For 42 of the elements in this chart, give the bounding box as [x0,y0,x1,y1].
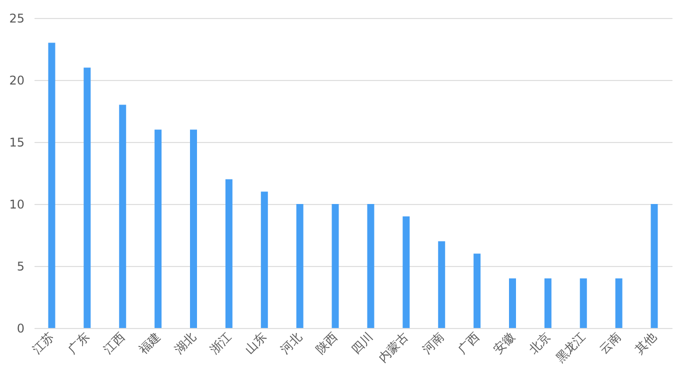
bar [544,278,552,328]
y-tick-label: 20 [9,74,24,88]
bar [190,130,197,328]
x-tick-label: 湖北 [172,330,198,356]
bar [615,278,622,328]
bar [84,68,91,328]
x-tick-label: 其他 [632,330,660,356]
bar [650,204,658,328]
x-tick-label: 广西 [455,330,482,356]
y-tick-label: 0 [16,322,24,336]
bar [367,204,374,328]
x-tick-label: 内蒙古 [376,330,412,365]
x-tick-label: 广东 [65,330,92,356]
x-tick-label: 浙江 [207,330,234,356]
bar [438,241,446,328]
bar [580,278,587,328]
bar [332,204,339,328]
bar [48,42,56,328]
y-tick-label: 25 [9,12,24,26]
x-tick-label: 河南 [420,330,447,356]
x-tick-label: 山东 [242,330,270,356]
x-tick-label: 云南 [596,330,624,356]
x-tick-label: 陕西 [313,330,340,356]
x-tick-label: 安徽 [490,330,518,356]
bar [474,254,481,328]
x-tick-label: 黑龙江 [552,330,588,365]
y-tick-label: 5 [16,260,24,274]
x-tick-label: 福建 [136,330,164,356]
x-tick-label: 四川 [348,330,376,356]
bar [225,179,232,328]
x-tick-label: 江西 [100,330,128,356]
x-tick-label: 北京 [526,330,553,356]
bar [119,104,126,328]
y-tick-label: 10 [9,198,24,212]
x-tick-label: 河北 [278,330,305,356]
y-tick-label: 15 [9,136,24,150]
bar [509,278,516,328]
bar [402,216,410,328]
x-tick-label: 江苏 [30,330,57,356]
bar [260,192,268,328]
bar [154,130,162,328]
bar [296,204,304,328]
